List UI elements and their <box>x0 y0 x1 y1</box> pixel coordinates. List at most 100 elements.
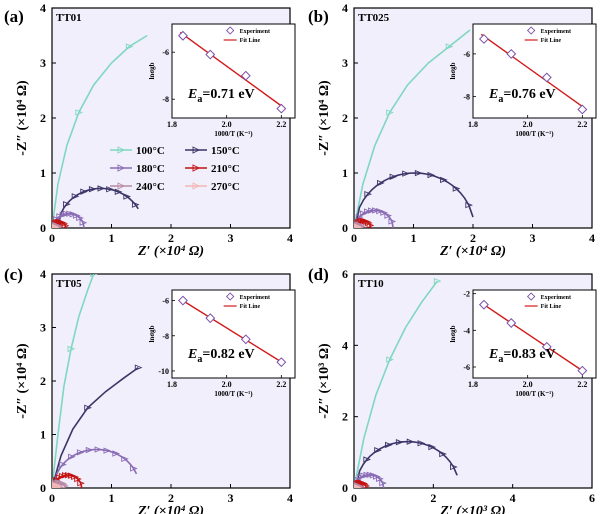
x-tick-label: 4 <box>287 231 293 245</box>
inset-legend-exp-marker <box>526 292 536 301</box>
y-axis-label: -Z″ (×10⁴ Ω) <box>317 80 332 156</box>
ea-value: =0.76 eV <box>503 87 555 102</box>
series-marker-210°C <box>365 219 373 227</box>
inset-point <box>177 30 188 41</box>
series-marker-180°C <box>368 207 376 214</box>
inset: 1.8 2.0 2.2 -8 -6 1000/T (K⁻¹) lnσgb Experiment… <box>148 23 296 138</box>
inset-point <box>240 70 251 81</box>
inset-y-tick-label: -6 <box>162 297 169 306</box>
series-line-100°C <box>354 29 471 228</box>
ea-symbol: E <box>187 87 197 102</box>
series-marker-210°C <box>61 222 70 228</box>
legend-marker-100°C <box>117 146 126 154</box>
x-axis-label: Z′ (×10⁴ Ω) <box>439 244 506 259</box>
series-marker-150°C <box>364 190 372 198</box>
series-marker-150°C <box>406 438 415 445</box>
inset-legend-exp-label: Experiment <box>240 29 270 35</box>
ea-symbol: E <box>488 347 498 362</box>
series-line-100°C <box>52 274 95 488</box>
y-tick-label: 2 <box>342 111 348 125</box>
x-tick-label: 3 <box>530 231 536 245</box>
y-tick-label: 0 <box>342 221 348 235</box>
series-marker-150°C <box>71 193 80 200</box>
y-tick-label: 3 <box>40 321 46 335</box>
inset-x-tick-label: 2.0 <box>222 120 232 129</box>
series-marker-270°C <box>354 484 362 488</box>
inset-y-tick-label: -6 <box>463 363 470 372</box>
x-tick-label: 2 <box>470 231 476 245</box>
inset-x-tick-label: 2.0 <box>222 380 232 389</box>
legend-label-240°C: 240°C <box>136 181 165 193</box>
x-axis-label: Z′ (×10³ Ω) <box>439 504 505 514</box>
inset-legend-exp-marker <box>526 26 536 35</box>
inset-x-tick-label: 2.2 <box>577 380 587 389</box>
inset-legend-exp-label: Experiment <box>541 29 571 35</box>
series-marker-240°C <box>59 481 68 488</box>
series-marker-180°C <box>85 446 94 454</box>
panel-label: (c) <box>4 265 23 284</box>
inset-legend-exp-label: Experiment <box>541 295 571 301</box>
sample-label: TT025 <box>358 12 390 24</box>
series-marker-150°C <box>131 201 140 208</box>
y-tick-label: 0 <box>40 481 46 495</box>
series-marker-210°C <box>77 480 85 487</box>
y-tick-label: 1 <box>342 166 348 180</box>
activation-energy: Ea=0.76 eV <box>488 87 556 105</box>
inset-legend-fit-label: Fit Line <box>240 304 261 310</box>
y-tick-label: 3 <box>342 56 348 70</box>
inset-legend-fit-label: Fit Line <box>541 304 562 310</box>
series-marker-180°C <box>76 449 85 456</box>
series-marker-180°C <box>121 455 129 463</box>
x-tick-label: 0 <box>49 491 55 505</box>
ea-symbol: E <box>187 347 197 362</box>
series-marker-270°C <box>54 483 63 488</box>
inset-legend-fit-label: Fit Line <box>240 38 261 44</box>
inset-y-label: lnσgb <box>148 62 156 79</box>
inset-fit-line <box>480 33 586 110</box>
series-marker-150°C <box>134 364 143 371</box>
panel-label: (b) <box>308 7 329 26</box>
y-tick-label: 6 <box>342 267 348 281</box>
inset-point <box>541 72 552 83</box>
series-marker-150°C <box>97 185 106 192</box>
y-axis-label: -Z″ (×10⁴ Ω) <box>15 343 30 419</box>
sample-label: TT01 <box>56 12 82 24</box>
series-group <box>354 29 474 228</box>
inset-point <box>577 365 588 376</box>
series-marker-150°C <box>402 170 410 177</box>
y-tick-label: 4 <box>342 338 348 352</box>
x-axis-label: Z′ (×10⁴ Ω) <box>137 244 204 259</box>
series-marker-180°C <box>376 207 384 215</box>
series-marker-180°C <box>76 214 84 222</box>
x-axis-label: Z′ (×10⁴ Ω) <box>137 504 204 514</box>
inset-point <box>577 104 588 115</box>
legend-marker-270°C <box>192 182 201 190</box>
ea-subscript: a <box>197 354 202 365</box>
ea-subscript: a <box>498 94 503 105</box>
series-marker-180°C <box>94 446 103 453</box>
legend-label-150°C: 150°C <box>211 145 240 157</box>
series-marker-180°C <box>68 453 76 460</box>
inset-y-tick-label: -4 <box>463 326 470 335</box>
y-axis-label: -Z″ (×10⁴ Ω) <box>15 80 30 156</box>
y-tick-label: 3 <box>40 56 46 70</box>
inset-x-tick-label: 2.0 <box>523 120 533 129</box>
x-tick-label: 3 <box>228 491 234 505</box>
series-marker-150°C <box>385 441 393 449</box>
series-marker-150°C <box>123 193 131 200</box>
series-marker-210°C <box>60 220 68 227</box>
x-tick-label: 3 <box>228 231 234 245</box>
x-tick-label: 0 <box>351 231 357 245</box>
y-axis-label: -Z″ (×10³ Ω) <box>317 343 332 419</box>
inset-x-tick-label: 1.8 <box>468 380 478 389</box>
sample-label: TT10 <box>358 278 384 290</box>
series-marker-150°C <box>439 450 447 458</box>
inset-x-tick-label: 2.0 <box>523 380 533 389</box>
x-tick-label: 2 <box>168 491 174 505</box>
ea-value: =0.83 eV <box>503 347 555 362</box>
y-tick-label: 0 <box>40 221 46 235</box>
inset-legend-exp-label: Experiment <box>240 295 270 301</box>
legend-label-270°C: 270°C <box>211 181 240 193</box>
inset-fit-line <box>179 31 285 109</box>
legend-label-180°C: 180°C <box>136 163 165 175</box>
